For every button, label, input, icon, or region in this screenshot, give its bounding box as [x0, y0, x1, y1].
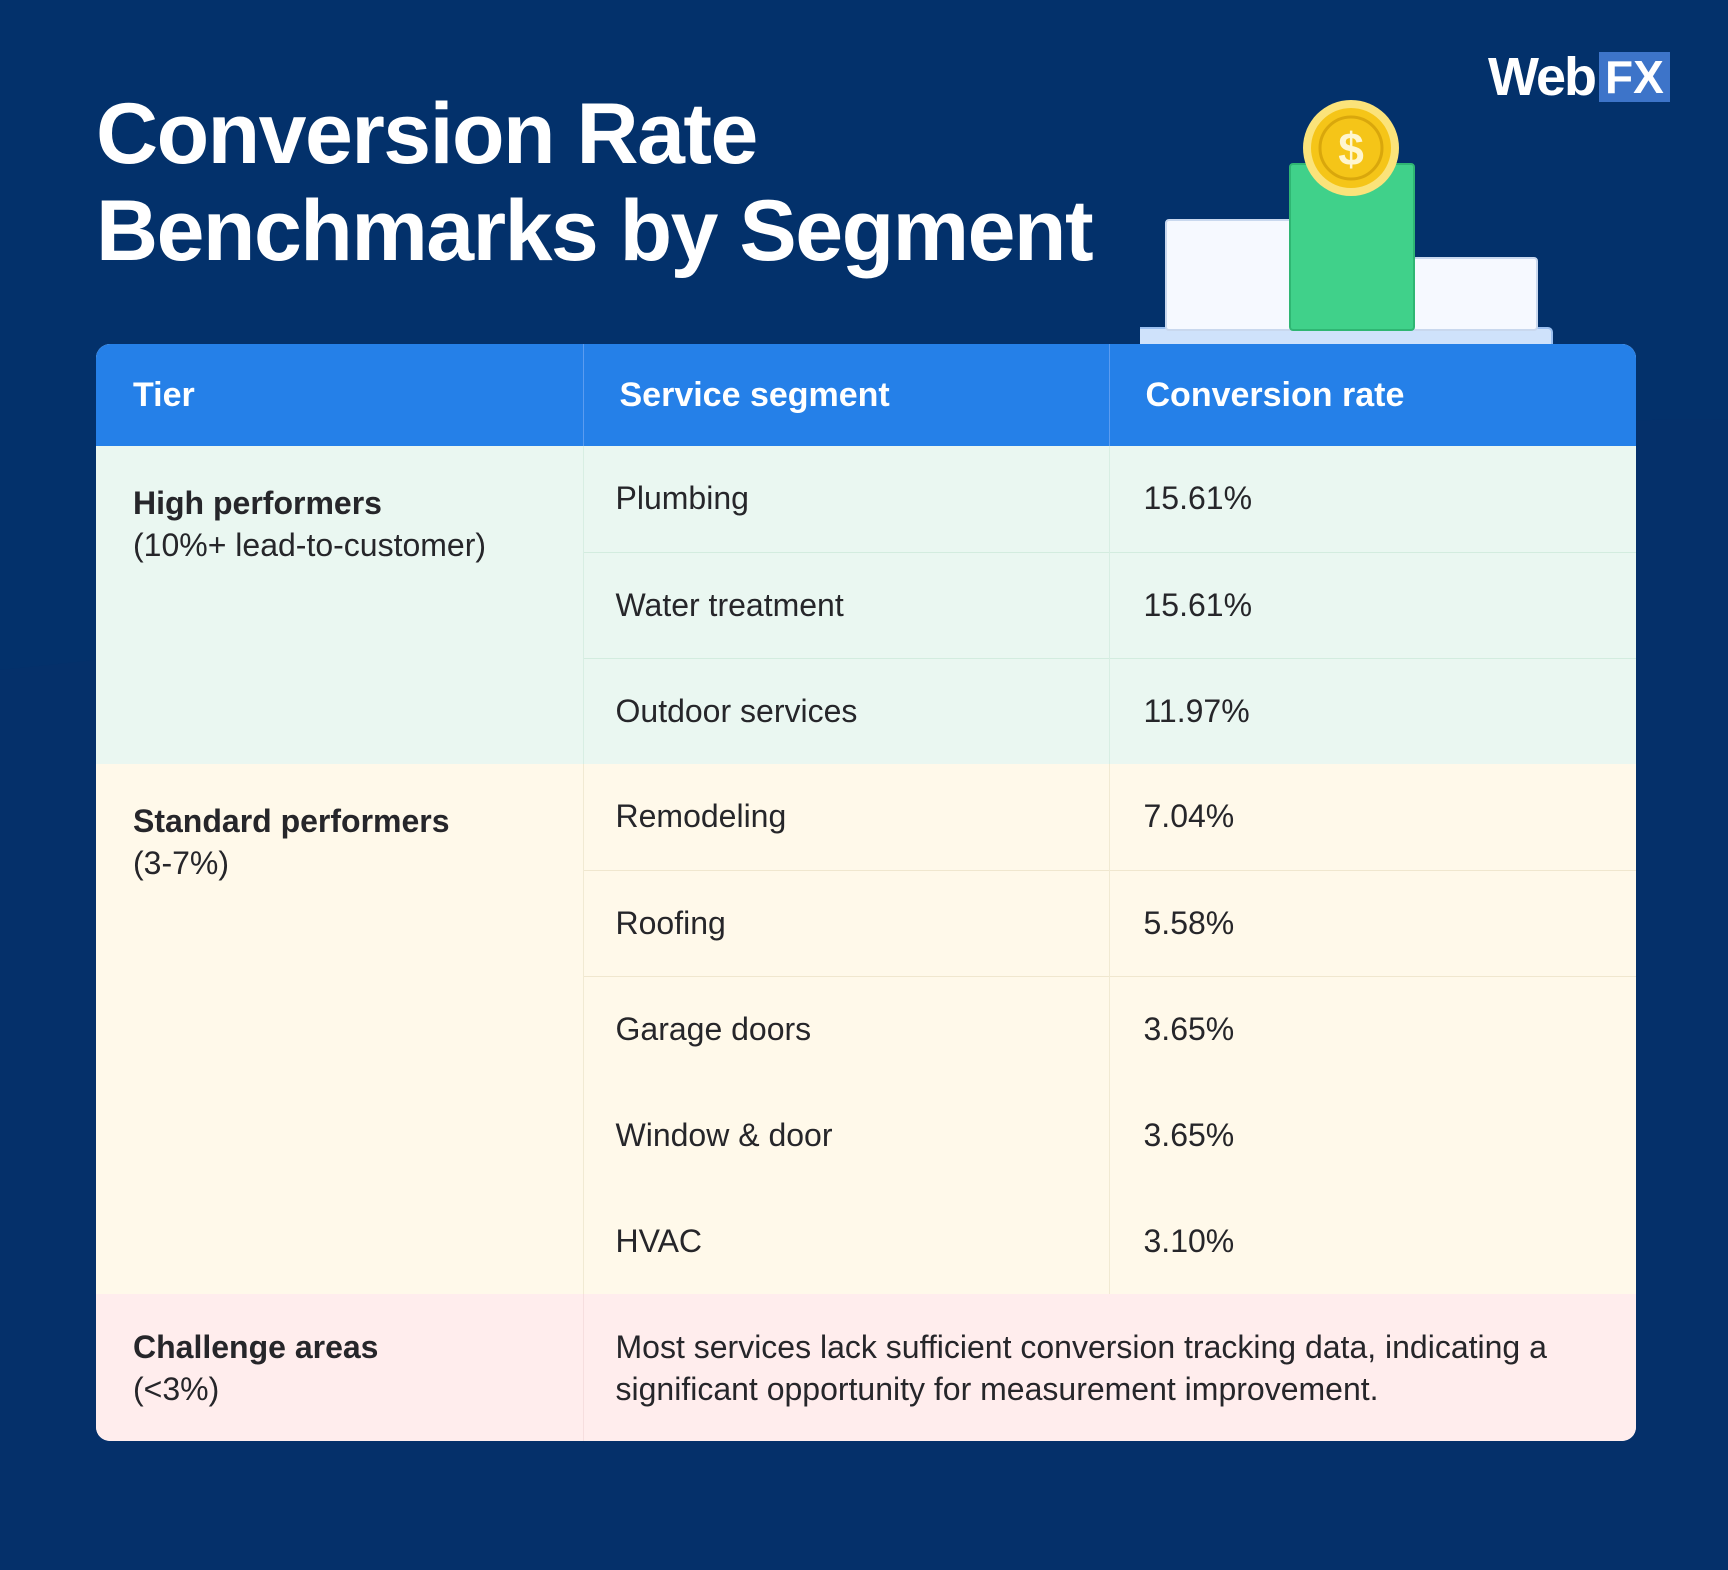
title-line-2: Benchmarks by Segment	[96, 183, 1094, 279]
table-row: Roofing 5.58%	[96, 869, 1636, 976]
table-row: Window & door 3.65%	[96, 1082, 1636, 1188]
segment-cell: Remodeling	[582, 764, 1109, 870]
rate-cell: 3.65%	[1108, 975, 1636, 1082]
table-row: Standard performers (3-7%) Remodeling 7.…	[96, 764, 1636, 1294]
tier-range: (3-7%)	[133, 845, 230, 881]
table-row: Water treatment 15.61%	[96, 551, 1636, 658]
header-tier: Tier	[96, 344, 583, 446]
segment-cell: HVAC	[582, 1188, 1109, 1294]
table-row: HVAC 3.10%	[96, 1188, 1636, 1294]
page-title: Conversion Rate Benchmarks by Segment	[96, 86, 1094, 280]
tier-challenge-areas: Challenge areas (<3%)	[96, 1294, 583, 1441]
segment-cell: Window & door	[582, 1082, 1109, 1188]
coin-symbol: $	[1338, 123, 1364, 175]
benchmark-table: Tier Service segment Conversion rate Hig…	[96, 344, 1636, 1441]
tier-name: Challenge areas	[133, 1329, 379, 1365]
table-row: Challenge areas (<3%) Most services lack…	[96, 1294, 1636, 1441]
rate-cell: 7.04%	[1108, 764, 1636, 870]
logo-web-text: Web	[1488, 47, 1597, 107]
tier-standard-performers: Standard performers (3-7%)	[96, 764, 583, 1294]
logo-fx-text: FX	[1599, 52, 1670, 102]
rate-cell: 3.10%	[1108, 1188, 1636, 1294]
rate-cell: 15.61%	[1108, 551, 1636, 658]
tier-range: (10%+ lead-to-customer)	[133, 527, 487, 563]
table-row: Outdoor services 11.97%	[96, 657, 1636, 764]
tier-range: (<3%)	[133, 1371, 220, 1407]
bar-chart-with-coin-icon: $	[1140, 100, 1553, 346]
segment-cell: Water treatment	[582, 551, 1109, 658]
tier-name: High performers	[133, 485, 382, 521]
webfx-logo: Web FX	[1488, 47, 1670, 107]
tier-name: Standard performers	[133, 803, 450, 839]
segment-cell: Outdoor services	[582, 657, 1109, 764]
header-service-segment: Service segment	[582, 344, 1109, 446]
rate-cell: 11.97%	[1108, 657, 1636, 764]
table-header-row: Tier Service segment Conversion rate	[96, 344, 1636, 446]
table-row: Garage doors 3.65%	[96, 975, 1636, 1082]
segment-cell: Garage doors	[582, 975, 1109, 1082]
rate-cell: 5.58%	[1108, 869, 1636, 976]
title-line-1: Conversion Rate	[96, 86, 758, 182]
header-conversion-rate: Conversion rate	[1108, 344, 1636, 446]
challenge-note: Most services lack sufficient conversion…	[582, 1294, 1636, 1441]
rate-cell: 15.61%	[1108, 446, 1636, 552]
segment-cell: Roofing	[582, 869, 1109, 976]
rate-cell: 3.65%	[1108, 1082, 1636, 1188]
tier-high-performers: High performers (10%+ lead-to-customer)	[96, 446, 583, 764]
segment-cell: Plumbing	[582, 446, 1109, 552]
table-row: High performers (10%+ lead-to-customer) …	[96, 446, 1636, 764]
